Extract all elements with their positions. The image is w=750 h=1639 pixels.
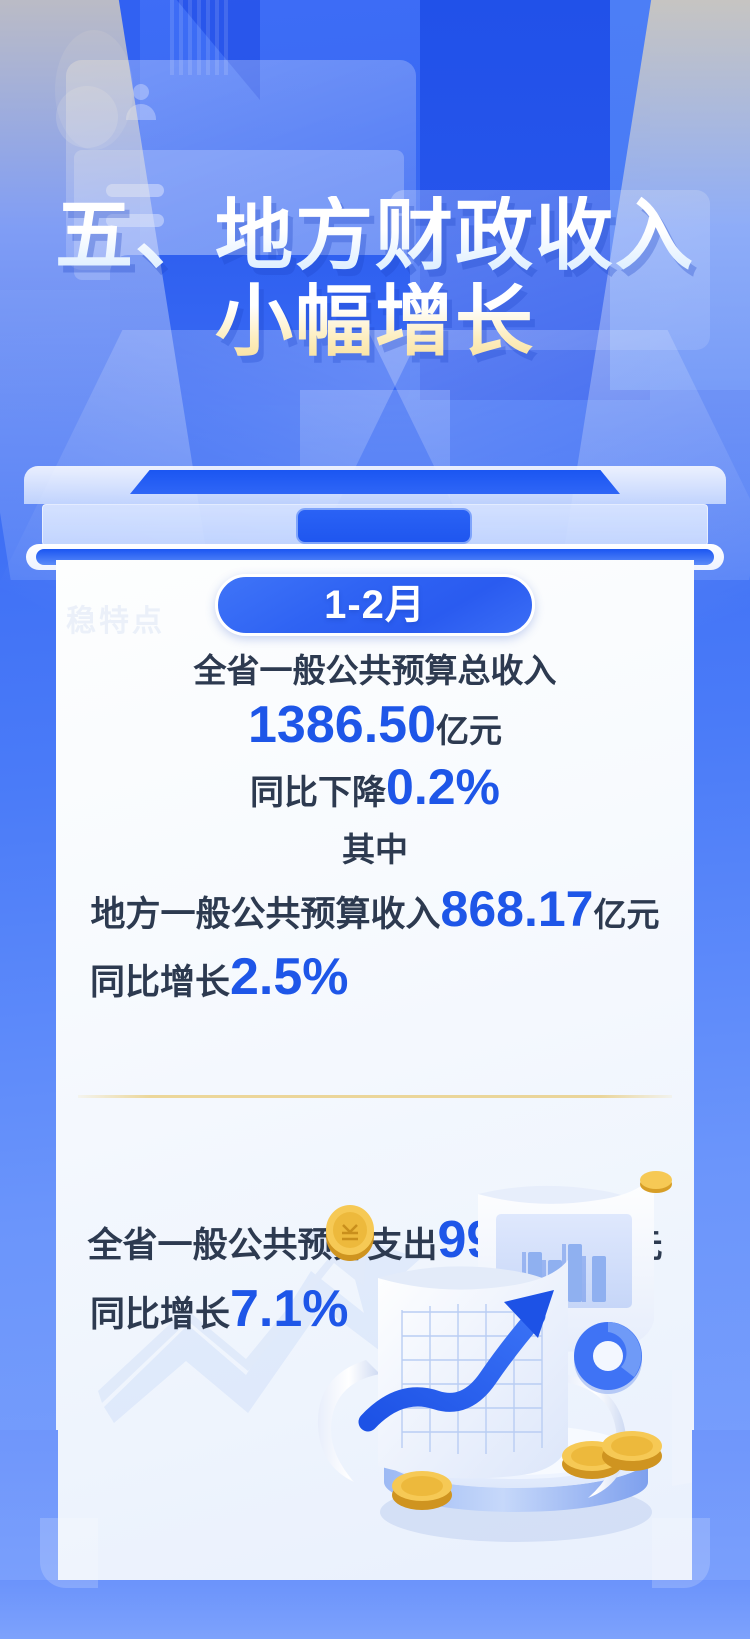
stat-row-total-revenue-label: 全省一般公共预算总收入 [56,652,694,691]
floor-corner-right [652,1518,710,1588]
total-revenue-label: 全省一般公共预算总收入 [193,652,557,689]
person-icon [133,84,149,100]
bg-stripe-pattern [170,0,230,75]
donut-chart [574,1322,642,1394]
ribbon-left [317,1360,380,1482]
floor-corner-left [40,1518,98,1588]
stat-row-local-revenue: 地方一般公共预算收入868.17亿元 [56,880,694,939]
stat-row-of-which: 其中 [56,831,694,870]
card-watermark: 稳特点 [66,605,165,638]
ribbon-right [564,1374,627,1498]
bg-avatar-circle [56,86,118,148]
local-revenue-value: 868.17 [440,881,594,938]
title-line-2: 小幅增长 [0,281,750,362]
stat-row-total-revenue-change: 同比下降0.2% [56,758,694,817]
person-icon-body [126,104,156,120]
bg-ellipse-shape [55,30,133,150]
card-stack-button [296,508,472,544]
side-block [672,1370,694,1486]
line-chart-document [358,1260,568,1479]
content-card: 稳特点 1-2月 全省一般公共预算总收入 1386.50亿元 同比下降0.2% … [56,560,694,1580]
local-revenue-change-value: 2.5% [230,948,349,1007]
stat-row-expenditure-change: 同比增长7.1% [56,1279,694,1340]
total-revenue-change-value: 0.2% [386,759,500,816]
total-revenue-change-label: 同比下降 [250,774,387,813]
title-line-1: 五、地方财政收入 [0,195,750,276]
of-which-label: 其中 [342,831,408,869]
stat-row-local-revenue-change: 同比增长2.5% [56,947,694,1008]
period-badge-label: 1-2月 [324,583,426,627]
floor-base [0,1580,750,1639]
period-badge[interactable]: 1-2月 [215,574,535,636]
total-revenue-unit: 亿元 [435,711,502,749]
trend-line [358,1306,546,1432]
poster-title: 五、地方财政收入 小幅增长 [0,195,750,362]
stat-row-total-revenue-value: 1386.50亿元 [56,695,694,756]
total-revenue-value: 1386.50 [248,695,436,754]
bg-triangle-shape [160,0,260,100]
arrow-head [504,1290,554,1338]
local-revenue-unit: 亿元 [593,896,660,934]
expenditure-change-value: 7.1% [230,1280,349,1339]
expenditure-label: 全省一般公共预算支出 [87,1226,438,1265]
local-revenue-change-label: 同比增长 [90,963,231,1003]
section-divider [78,1095,672,1098]
finance-illustration [317,1171,694,1542]
stats-upper-block: 全省一般公共预算总收入 1386.50亿元 同比下降0.2% 其中 地方一般公共… [56,652,694,1009]
card-stack-top-accent [130,470,620,494]
gold-coins [326,1171,672,1510]
expenditure-change-label: 同比增长 [90,1295,231,1335]
local-revenue-label: 地方一般公共预算收入 [90,895,441,935]
